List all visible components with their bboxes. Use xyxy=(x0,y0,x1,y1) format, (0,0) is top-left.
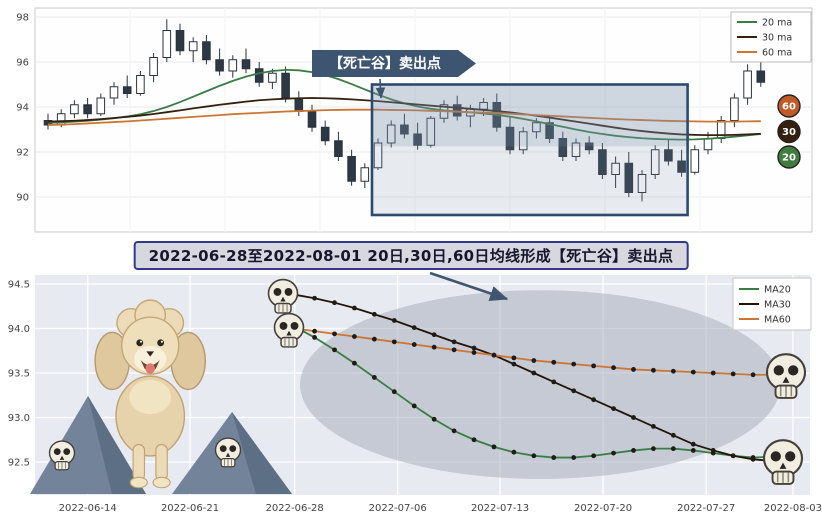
line-MA30 xyxy=(294,293,793,463)
x-tick-label: 2022-07-20 xyxy=(574,503,632,514)
skull-icon xyxy=(48,440,76,471)
ma-end-badge-20: 20 xyxy=(777,145,801,169)
ma-line-30ma xyxy=(47,97,761,137)
y-tick-label: 94.5 xyxy=(8,280,30,291)
legend: MA20 MA30 MA60 xyxy=(732,277,812,331)
legend-label: MA60 xyxy=(764,315,791,326)
candlesticks xyxy=(43,19,766,202)
y-tick-label: 90 xyxy=(16,193,29,204)
legend-label: 60 ma xyxy=(762,48,792,59)
svg-text:60: 60 xyxy=(782,102,796,113)
poodle-dog-illustration xyxy=(94,299,207,489)
x-tick-label: 2022-06-21 xyxy=(161,503,219,514)
skull-icon xyxy=(214,437,242,468)
y-tick-label: 96 xyxy=(16,58,29,69)
death-valley-banner: 2022-06-28至2022-08-01 20日,30日,60日均线形成【死亡… xyxy=(133,241,689,270)
annotation-arrow xyxy=(375,78,386,99)
line-MA20 xyxy=(294,325,794,459)
legend-label: MA30 xyxy=(764,300,791,311)
top-chart-svg: 90 92 94 96 98 【死亡谷】卖出点 20 ma 30 ma 60 ma 60 30 20 xyxy=(16,7,813,233)
legend-label: MA20 xyxy=(764,285,791,296)
x-tick-label: 2022-07-06 xyxy=(369,503,427,514)
x-tick-label: 2022-07-13 xyxy=(471,503,529,514)
svg-text:30: 30 xyxy=(782,127,796,138)
legend-label: 20 ma xyxy=(762,18,792,29)
y-tick-label: 92.5 xyxy=(8,458,30,469)
x-tick-label: 2022-06-28 xyxy=(266,503,324,514)
banner-arrow xyxy=(429,271,509,301)
skull-icon xyxy=(762,439,804,485)
y-tick-label: 98 xyxy=(16,13,29,24)
skull-icon xyxy=(765,353,807,399)
y-tick-label: 92 xyxy=(16,148,29,159)
x-tick-label: 2022-07-27 xyxy=(677,503,735,514)
top-candlestick-chart: 90 92 94 96 98 【死亡谷】卖出点 20 ma 30 ma 60 ma 60 30 20 xyxy=(0,0,822,240)
y-tick-label: 94 xyxy=(16,103,29,114)
death-valley-annotation: 【死亡谷】卖出点 xyxy=(312,50,476,77)
bottom-ma-line-chart: MA20 MA30 MA60 94.5 94.0 93.5 93.0 92.5 2022-06-… xyxy=(0,270,822,520)
death-valley-region xyxy=(372,84,688,215)
bottom-chart-svg: MA20 MA30 MA60 94.5 94.0 93.5 93.0 92.5 2022-06-… xyxy=(8,271,822,514)
skull-icon xyxy=(273,312,305,348)
y-tick-label: 93.0 xyxy=(8,413,30,424)
svg-text:【死亡谷】卖出点: 【死亡谷】卖出点 xyxy=(329,55,441,72)
svg-text:20: 20 xyxy=(782,153,796,164)
ma-line-60ma xyxy=(47,108,761,126)
line-MA60 xyxy=(294,327,793,376)
y-tick-label: 93.5 xyxy=(8,369,30,380)
legend-label: 30 ma xyxy=(762,33,792,44)
ma-end-badge-60: 60 xyxy=(777,94,801,118)
ma-end-badge-30: 30 xyxy=(777,119,801,144)
banner-text: 2022-06-28至2022-08-01 20日,30日,60日均线形成【死亡… xyxy=(148,247,674,265)
y-tick-label: 94.0 xyxy=(8,324,30,335)
legend: 20 ma 30 ma 60 ma xyxy=(730,11,812,63)
x-tick-label: 2022-06-14 xyxy=(59,503,117,514)
highlight-ellipse xyxy=(300,290,781,479)
x-tick-label: 2022-08-03 xyxy=(764,503,822,514)
ma-band xyxy=(372,84,688,147)
skull-icon xyxy=(267,278,299,314)
